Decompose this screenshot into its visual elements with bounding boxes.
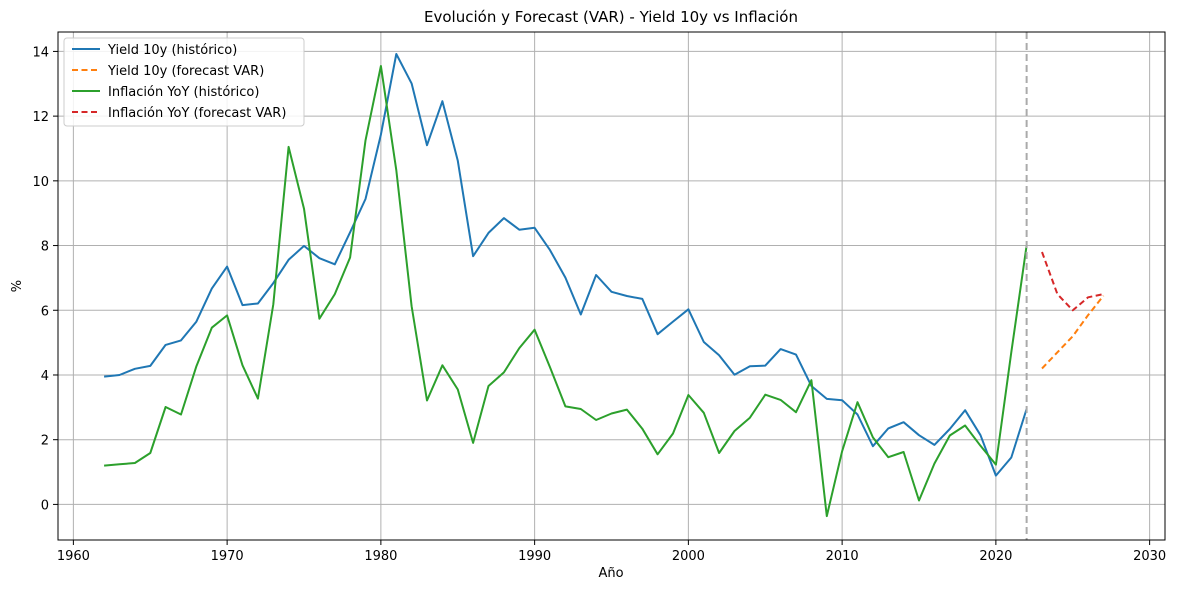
legend-label-3: Inflación YoY (forecast VAR) bbox=[108, 106, 286, 121]
x-tick-label: 1980 bbox=[364, 549, 397, 564]
legend-label-1: Yield 10y (forecast VAR) bbox=[107, 64, 264, 79]
y-axis: 0 2 4 6 8 10 12 14 bbox=[32, 45, 58, 513]
y-tick-label: 14 bbox=[32, 45, 49, 60]
y-tick-label: 6 bbox=[41, 304, 49, 319]
series-layer bbox=[103, 53, 1105, 518]
chart-title: Evolución y Forecast (VAR) - Yield 10y v… bbox=[424, 8, 798, 26]
y-tick-label: 2 bbox=[41, 434, 49, 449]
series-line-3 bbox=[1041, 251, 1104, 312]
legend-label-0: Yield 10y (histórico) bbox=[107, 43, 237, 58]
x-tick-label: 2020 bbox=[979, 549, 1012, 564]
y-tick-label: 12 bbox=[32, 110, 49, 125]
y-tick-label: 0 bbox=[41, 498, 49, 513]
x-tick-label: 2010 bbox=[826, 549, 859, 564]
x-tick-label: 2030 bbox=[1133, 549, 1166, 564]
grid bbox=[58, 32, 1165, 540]
legend-label-2: Inflación YoY (histórico) bbox=[108, 85, 259, 100]
x-tick-label: 2000 bbox=[672, 549, 705, 564]
legend: Yield 10y (histórico) Yield 10y (forecast… bbox=[63, 37, 305, 127]
series-line-0 bbox=[103, 53, 1028, 477]
x-tick-label: 1970 bbox=[211, 549, 244, 564]
series-line-1 bbox=[1041, 295, 1105, 370]
plot-frame bbox=[57, 31, 1166, 541]
x-axis: 1960 1970 1980 1990 2000 2010 2020 2030 bbox=[57, 540, 1166, 564]
x-tick-label: 1960 bbox=[57, 549, 90, 564]
x-axis-label: Año bbox=[598, 566, 623, 581]
series-line-2 bbox=[104, 65, 1028, 518]
y-tick-label: 4 bbox=[41, 369, 49, 384]
y-tick-label: 8 bbox=[41, 240, 49, 255]
legend-box bbox=[63, 37, 305, 127]
y-axis-label: % bbox=[10, 280, 25, 292]
y-tick-label: 10 bbox=[32, 175, 49, 190]
x-tick-label: 1990 bbox=[518, 549, 551, 564]
